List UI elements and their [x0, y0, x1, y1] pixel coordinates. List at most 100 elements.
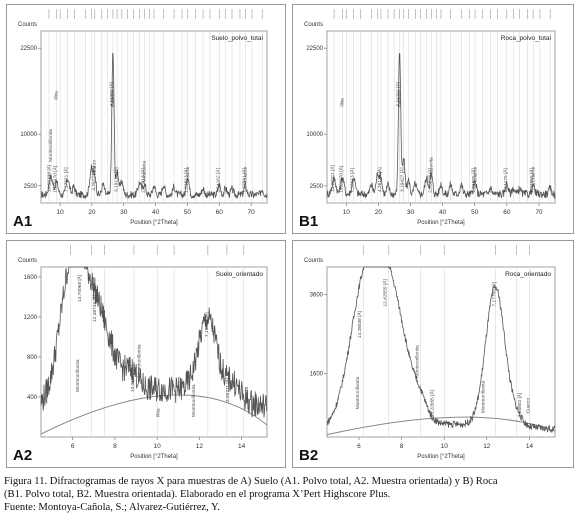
peak-annotation: Montmorillonita: [191, 384, 197, 417]
x-tick-label: 70: [535, 209, 543, 216]
x-axis-label: Position [°2Theta]: [130, 454, 178, 460]
x-axis-label: Position [°2Theta]: [130, 220, 178, 226]
x-tick-label: 30: [120, 209, 128, 216]
x-tick-label: 14: [526, 443, 534, 450]
x-tick-label: 10: [154, 443, 162, 450]
panel-b2: 6 8 10 12 14 1600 3600 Counts Position [°2Theta]…: [292, 240, 574, 468]
peak-annotation: Cuarzo: [92, 160, 98, 176]
x-tick-label: 14: [238, 443, 246, 450]
peak-annotation: 10,01170 [Å]: [337, 166, 344, 193]
peak-annotation: Montmorillonita: [415, 345, 421, 378]
caption-line: (B1. Polvo total, B2. Muestra orientada)…: [4, 489, 391, 500]
peak-annotation: 2,45873 [Å]: [426, 168, 433, 193]
peak-annotation: Moscovita: [142, 160, 148, 182]
y-tick-label: 3600: [310, 293, 324, 299]
y-axis-label: Counts: [304, 258, 323, 264]
y-tick-label: 22500: [20, 46, 37, 52]
x-tick-label: 20: [375, 209, 383, 216]
x-tick-label: 50: [471, 209, 479, 216]
peak-annotation: 14,70068 [Å]: [76, 275, 83, 302]
peak-annotation: 1,37541 [Å]: [240, 168, 247, 193]
panel-a1: 10 20 30 40 50 60 70 2500 10000 22500 Counts Positi…: [6, 4, 286, 234]
peak-annotation: Montmorillonita: [75, 359, 81, 392]
peak-annotation: 3,19427 [Å]: [399, 167, 406, 192]
plot-title: Suelo_orientado: [216, 271, 264, 278]
x-tick-label: 6: [357, 443, 361, 450]
y-tick-label: 2500: [24, 184, 38, 190]
y-tick-label: 1600: [310, 372, 324, 378]
peak-annotation: 3,19130 [Å]: [112, 167, 119, 192]
x-tick-label: 6: [71, 443, 75, 450]
peak-annotation: 1,37555 [Å]: [528, 168, 535, 193]
peak-annotation: 1,54162 [Å]: [214, 168, 221, 193]
panel-label: B2: [299, 447, 318, 464]
peak-annotation: 7,15983 [Å]: [203, 312, 210, 337]
x-tick-label: 12: [196, 443, 204, 450]
peak-annotation: 14,28038 [Å]: [356, 311, 363, 338]
y-tick-label: 1600: [24, 275, 38, 281]
x-tick-label: 40: [152, 209, 160, 216]
peak-annotation: 7,17709 [Å]: [490, 282, 497, 307]
figure-caption: Figura 11. Difractogramas de rayos X par…: [4, 475, 578, 514]
panel-a2: 6 8 10 12 14 400 800 1200 1600 Counts Position [°2…: [6, 240, 286, 468]
x-tick-label: 50: [184, 209, 192, 216]
x-tick-label: 8: [400, 443, 404, 450]
peak-annotation: Cuarzo: [110, 91, 116, 107]
xrd-pattern-line: [326, 266, 556, 434]
peak-annotation: Montmorillonita: [355, 376, 361, 409]
xrd-pattern-line: [40, 266, 268, 418]
peak-annotation: 14,20311 [Å]: [329, 165, 336, 192]
peak-annotation: 3,55802 [Å]: [516, 393, 523, 418]
peak-annotation: Cuarzo: [525, 398, 531, 414]
x-tick-label: 12: [483, 443, 491, 450]
peak-annotation: Montmorillonita: [136, 344, 142, 377]
background-curve: [40, 394, 268, 435]
panel-b1: 10 20 30 40 50 60 70 2500 10000 22500 Counts Positi…: [292, 4, 574, 234]
peak-annotation: 2,45913 [Å]: [140, 168, 147, 193]
y-tick-label: 22500: [306, 46, 323, 52]
peak-annotation: 10,01170 [Å]: [129, 365, 136, 392]
diffractogram-plot: 10 20 30 40 50 60 70 2500 10000 22500 Counts Positi…: [299, 9, 556, 230]
x-tick-label: 70: [247, 209, 255, 216]
peak-annotation: 7,17521 [Å]: [63, 167, 70, 192]
peak-annotation: Cuarzo: [472, 167, 478, 183]
plot-frame: [326, 266, 556, 438]
y-axis-label: Counts: [18, 258, 37, 264]
caption-line: Figura 11. Difractogramas de rayos X par…: [4, 476, 498, 487]
diffractogram-plot: 6 8 10 12 14 1600 3600 Counts Position [°2Theta]…: [299, 245, 556, 464]
peak-annotation: 12,42555 [Å]: [382, 279, 389, 306]
plot-title: Suelo_polvo_total: [211, 35, 263, 42]
peak-annotation: 7,18613 [Å]: [349, 168, 356, 193]
peak-annotation: 4,25721 [Å]: [90, 166, 97, 191]
y-axis-label: Counts: [18, 22, 37, 28]
y-tick-label: 1200: [24, 315, 38, 321]
peak-annotation: Cuarzo: [397, 91, 403, 107]
x-tick-label: 8: [113, 443, 117, 450]
caption-line: Fuente: Montoya-Cañola, S.; Alvarez-Guti…: [4, 502, 220, 513]
peak-annotation: 1,81825 [Å]: [470, 168, 477, 193]
x-axis-label: Position [°2Theta]: [417, 220, 465, 226]
diffractogram-plot: 6 8 10 12 14 400 800 1200 1600 Counts Position [°2…: [13, 245, 268, 464]
peak-annotation: Montmorillonita: [481, 380, 487, 413]
y-axis-label: Counts: [304, 22, 323, 28]
panel-label: A2: [13, 447, 32, 464]
peak-annotation: Cuarzo: [243, 167, 249, 183]
panel-label: B1: [299, 213, 318, 230]
peak-annotation: 10,22655 [Å]: [429, 390, 436, 417]
peak-annotation: 3,95711 [Å]: [224, 378, 231, 402]
y-tick-label: 800: [27, 355, 38, 361]
y-tick-label: 10000: [20, 132, 37, 138]
peak-annotation: Illita: [339, 98, 345, 107]
plot-frame: [40, 266, 268, 438]
peak-annotation: 14,96338 [Å]: [46, 165, 53, 192]
x-tick-label: 20: [88, 209, 96, 216]
x-axis-label: Position [°2Theta]: [417, 454, 465, 460]
xrd-pattern-line: [40, 52, 268, 200]
peak-annotation: 12,48733 [Å]: [91, 295, 98, 322]
plot-title: Roca_polvo_total: [501, 35, 552, 42]
peak-annotation: 1,54175 [Å]: [502, 168, 509, 193]
panel-label: A1: [13, 213, 32, 230]
x-tick-label: 60: [216, 209, 224, 216]
peak-annotation: Montmorillonita: [48, 129, 54, 162]
figure: 10 20 30 40 50 60 70 2500 10000 22500 Counts Positi…: [6, 4, 574, 468]
